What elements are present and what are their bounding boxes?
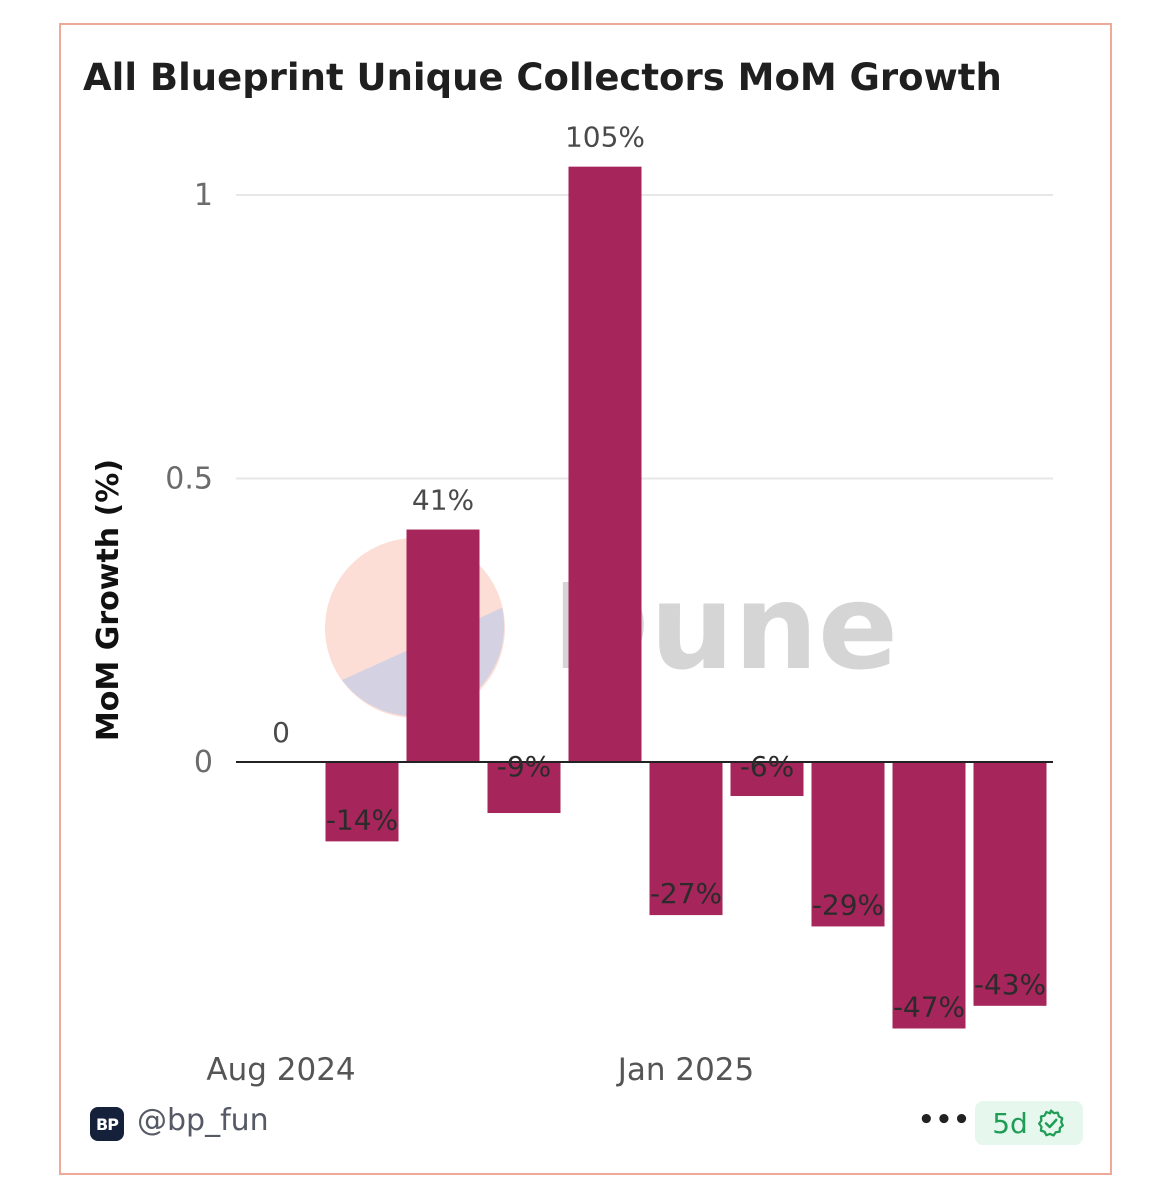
freshness-label: 5d: [992, 1106, 1028, 1140]
bar[interactable]: [325, 762, 399, 842]
bar[interactable]: [406, 529, 480, 762]
y-axis-label: MoM Growth (%): [91, 459, 126, 741]
data-label: 41%: [412, 484, 474, 517]
data-label: -29%: [812, 888, 884, 921]
bar[interactable]: [811, 762, 885, 927]
verified-check-icon: [1037, 1109, 1064, 1137]
bar[interactable]: [892, 762, 966, 1029]
freshness-badge[interactable]: 5d: [975, 1101, 1083, 1145]
bar[interactable]: [973, 762, 1047, 1006]
x-axis-ticks: Aug 2024 Jan 2025: [206, 1052, 754, 1088]
grid-lines: [236, 194, 1053, 480]
y-tick-label: 0.5: [165, 462, 213, 497]
bar[interactable]: [649, 762, 723, 916]
x-tick-label: Jan 2025: [616, 1052, 755, 1088]
bar[interactable]: [487, 762, 561, 814]
bar[interactable]: [730, 762, 804, 797]
data-label: -6%: [740, 750, 795, 783]
data-label: -43%: [974, 968, 1046, 1001]
bp-logo-icon: BP: [90, 1107, 124, 1141]
x-tick-label: Aug 2024: [206, 1052, 355, 1088]
data-label: 105%: [565, 121, 645, 154]
data-label: -47%: [893, 990, 965, 1023]
data-label: -14%: [326, 803, 398, 836]
more-options-button[interactable]: •••: [918, 1105, 971, 1135]
chart-title: All Blueprint Unique Collectors MoM Grow…: [83, 56, 1002, 99]
bar[interactable]: [568, 166, 642, 762]
data-labels: 0 -14% 41% -9% 105% -27% -6% -29% -47% -43%: [272, 121, 1046, 1024]
data-label: -9%: [497, 750, 552, 783]
y-tick-label: 0: [194, 745, 213, 780]
data-label: 0: [272, 716, 290, 749]
y-axis-ticks: 00.51: [165, 178, 213, 780]
bars: [325, 166, 1047, 1029]
y-tick-label: 1: [194, 178, 213, 213]
author-handle[interactable]: @bp_fun: [137, 1103, 269, 1138]
data-label: -27%: [650, 877, 722, 910]
